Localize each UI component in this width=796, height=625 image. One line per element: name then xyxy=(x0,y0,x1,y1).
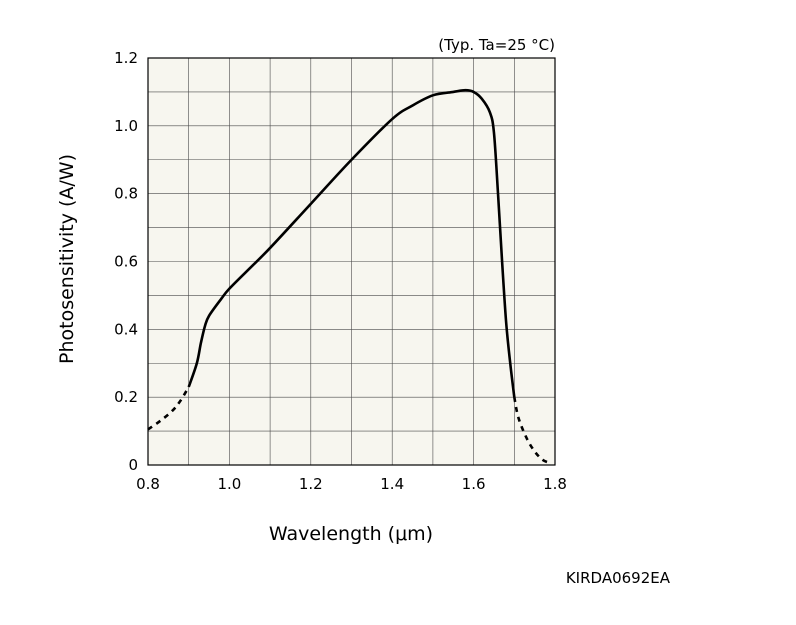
x-tick-label: 1.2 xyxy=(299,475,323,493)
series-line-solid xyxy=(187,88,516,398)
series-line-dashed xyxy=(147,386,190,431)
figure-code: KIRDA0692EA xyxy=(566,569,671,587)
x-tick-label: 1.0 xyxy=(217,475,241,493)
x-tick-labels: 0.8 1.0 1.2 1.4 1.6 1.8 xyxy=(136,475,567,493)
condition-note: (Typ. Ta=25 °C) xyxy=(438,36,555,54)
y-axis-title: Photosensitivity (A/W) xyxy=(56,154,78,364)
x-axis-title: Wavelength (μm) xyxy=(269,523,433,545)
y-tick-label: 0.4 xyxy=(114,320,138,338)
y-tick-label: 0.6 xyxy=(114,253,138,271)
y-tick-label: 0 xyxy=(128,456,138,474)
plot-frame xyxy=(147,57,556,466)
x-tick-label: 1.8 xyxy=(543,475,567,493)
y-tick-label: 1.0 xyxy=(114,117,138,135)
y-tick-label: 0.2 xyxy=(114,388,138,406)
y-tick-label: 1.2 xyxy=(114,49,138,67)
x-tick-label: 1.6 xyxy=(462,475,486,493)
x-tick-label: 0.8 xyxy=(136,475,160,493)
x-tick-label: 1.4 xyxy=(380,475,404,493)
series-line-dashed xyxy=(513,396,552,465)
grid-lines xyxy=(148,58,555,465)
y-tick-labels: 0 0.2 0.4 0.6 0.8 1.0 1.2 xyxy=(114,49,138,474)
y-tick-label: 0.8 xyxy=(114,185,138,203)
series-layer xyxy=(147,88,552,465)
